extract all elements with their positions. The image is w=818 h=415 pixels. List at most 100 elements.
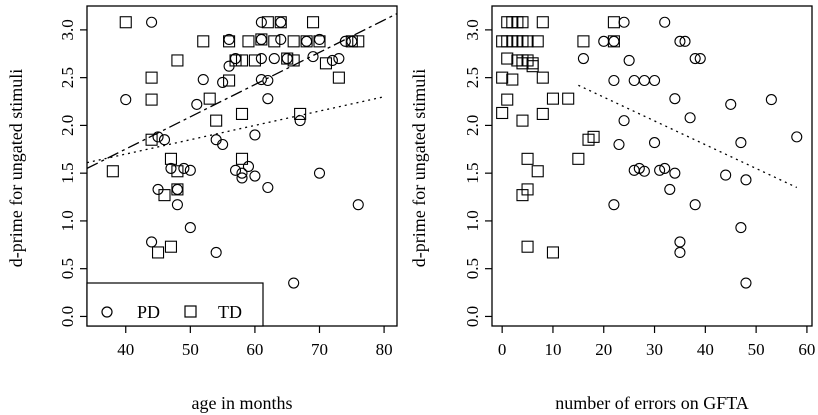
left-point-pd bbox=[288, 277, 300, 289]
right-point-td bbox=[536, 16, 549, 29]
right-point-pd bbox=[735, 222, 747, 234]
left-point-pd bbox=[268, 52, 280, 65]
left-point-pd bbox=[236, 172, 248, 184]
right-point-pd bbox=[623, 54, 635, 66]
right-point-pd bbox=[608, 199, 620, 211]
right-point-td bbox=[521, 152, 534, 165]
left-point-td bbox=[274, 16, 287, 29]
right-x-tick-label: 10 bbox=[544, 340, 561, 359]
left-y-tick-label: 3.0 bbox=[58, 19, 77, 40]
right-point-td bbox=[521, 35, 534, 48]
right-point-pd bbox=[740, 277, 752, 289]
left-x-tick-label: 50 bbox=[182, 340, 199, 359]
left-point-td bbox=[287, 35, 300, 48]
right-x-axis-label: number of errors on GFTA bbox=[555, 393, 749, 413]
left-point-pd bbox=[146, 236, 158, 248]
left-point-td bbox=[223, 35, 236, 48]
left-point-td bbox=[319, 57, 333, 70]
left-point-td bbox=[268, 35, 281, 48]
right-point-td bbox=[516, 16, 529, 29]
right-tick-labels: 0 10 20 30 40 50 60 0.0 0.5 1.0 1.5 2.0 2.5 3.0 bbox=[463, 19, 815, 359]
right-y-axis-label: d-prime for ungated stimuli bbox=[409, 69, 429, 267]
left-y-tick-label: 1.5 bbox=[58, 163, 77, 184]
left-point-pd bbox=[146, 16, 158, 28]
left-point-pd bbox=[152, 131, 164, 143]
left-point-pd bbox=[307, 51, 319, 63]
right-y-tick-label: 1.0 bbox=[463, 210, 482, 231]
left-point-td bbox=[151, 246, 165, 259]
right-y-tick-label: 2.0 bbox=[463, 115, 482, 136]
right-point-pd bbox=[638, 74, 650, 87]
left-point-td bbox=[164, 152, 178, 165]
left-point-td bbox=[210, 114, 223, 127]
right-point-pd bbox=[791, 131, 803, 143]
left-point-pd bbox=[339, 35, 351, 47]
right-y-tick-label: 0.5 bbox=[463, 258, 482, 279]
left-point-pd bbox=[275, 33, 287, 45]
left-point-pd bbox=[184, 222, 196, 234]
right-point-pd bbox=[648, 137, 661, 149]
right-point-td bbox=[521, 240, 534, 253]
legend-td-marker-icon bbox=[184, 305, 197, 318]
right-point-pd bbox=[598, 35, 610, 47]
right-point-pd bbox=[659, 16, 671, 28]
left-point-pd bbox=[333, 52, 345, 65]
right-fit-lines bbox=[578, 84, 798, 189]
left-panel: 40 50 60 70 80 0.0 0.5 1.0 1.5 2.0 2.5 3.0 PD TD ag… bbox=[6, 5, 398, 413]
left-point-td bbox=[287, 54, 300, 67]
left-point-td bbox=[171, 183, 184, 196]
left-point-td bbox=[332, 71, 345, 84]
left-point-pd bbox=[346, 35, 358, 47]
right-x-tick-label: 30 bbox=[646, 340, 663, 359]
right-point-td bbox=[501, 93, 514, 106]
left-point-td bbox=[197, 35, 210, 48]
left-point-pd bbox=[275, 16, 287, 28]
left-point-pd bbox=[210, 134, 222, 146]
left-point-td bbox=[352, 35, 365, 48]
right-y-tick-label: 1.5 bbox=[463, 163, 482, 184]
right-point-pd bbox=[664, 183, 676, 195]
right-point-td bbox=[506, 73, 519, 86]
right-point-pd bbox=[725, 98, 737, 110]
right-point-pd bbox=[669, 93, 681, 105]
right-point-pd bbox=[720, 169, 732, 181]
left-y-tick-label: 0.0 bbox=[58, 306, 77, 327]
right-point-td bbox=[521, 183, 534, 196]
right-point-td bbox=[607, 16, 620, 29]
right-point-pd bbox=[613, 138, 625, 151]
left-point-td bbox=[255, 33, 268, 46]
left-point-pd bbox=[210, 246, 222, 258]
right-point-td bbox=[536, 107, 549, 120]
legend-td-label: TD bbox=[218, 302, 242, 322]
left-point-pd bbox=[165, 162, 177, 174]
legend-pd-marker-icon bbox=[101, 306, 113, 318]
left-point-td bbox=[306, 16, 320, 29]
right-panel: 0 10 20 30 40 50 60 0.0 0.5 1.0 1.5 2.0 2.5 3.0 numbe… bbox=[409, 5, 815, 413]
right-point-td bbox=[526, 60, 539, 73]
left-y-axis-label: d-prime for ungated stimuli bbox=[6, 69, 26, 267]
left-point-pd bbox=[191, 98, 203, 110]
left-point-pd bbox=[120, 94, 132, 106]
right-x-tick-label: 50 bbox=[748, 340, 765, 359]
right-point-td bbox=[607, 35, 620, 48]
right-x-tick-label: 0 bbox=[498, 340, 507, 359]
left-point-td bbox=[145, 133, 158, 146]
left-point-pd bbox=[229, 164, 242, 176]
right-point-pd bbox=[740, 174, 752, 186]
left-point-pd bbox=[184, 164, 196, 176]
right-point-td bbox=[572, 152, 585, 165]
right-point-pd bbox=[648, 74, 661, 87]
left-point-td bbox=[158, 189, 171, 202]
left-point-pd bbox=[171, 183, 183, 195]
right-x-tick-label: 20 bbox=[595, 340, 612, 359]
left-point-pd bbox=[352, 199, 364, 211]
left-point-pd bbox=[301, 35, 313, 47]
right-point-td bbox=[531, 35, 544, 48]
left-point-pd bbox=[262, 181, 274, 194]
left-x-tick-label: 40 bbox=[117, 340, 134, 359]
left-point-pd bbox=[255, 33, 267, 45]
right-point-pd bbox=[618, 115, 630, 127]
left-point-pd bbox=[158, 134, 171, 146]
left-point-td bbox=[229, 54, 242, 67]
left-point-td bbox=[294, 107, 307, 120]
